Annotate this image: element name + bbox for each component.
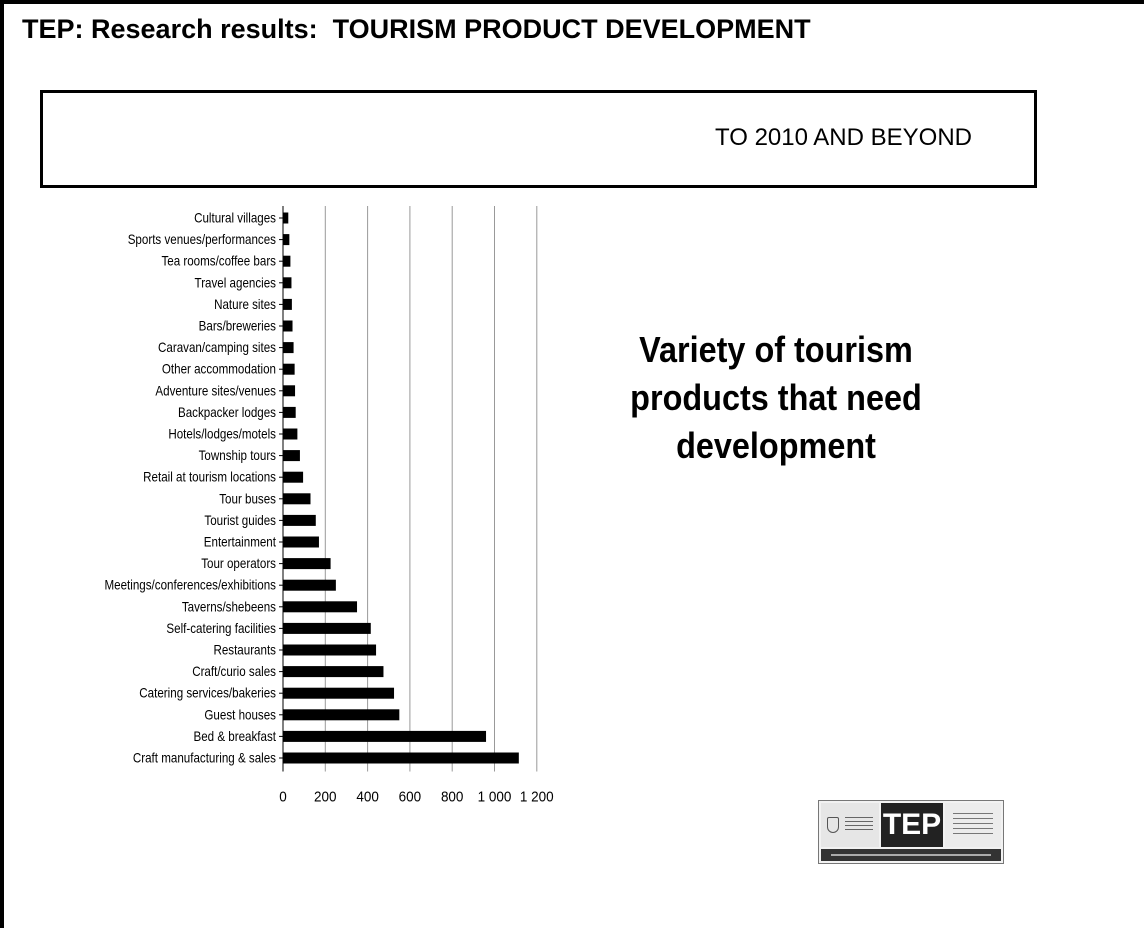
side-caption-line: development xyxy=(676,425,876,466)
category-label: Other accommodation xyxy=(162,362,276,377)
category-label: Adventure sites/venues xyxy=(155,384,276,399)
bar xyxy=(283,666,384,678)
bar xyxy=(283,687,395,699)
bar xyxy=(283,212,289,224)
category-label: Bars/breweries xyxy=(199,319,276,334)
category-label: Travel agencies xyxy=(195,276,276,291)
bar xyxy=(283,320,293,332)
bar xyxy=(283,644,377,656)
category-label: Caravan/camping sites xyxy=(158,340,276,355)
bar xyxy=(283,579,336,591)
side-caption: Variety of tourism products that need de… xyxy=(614,326,938,470)
bar xyxy=(283,428,298,440)
bar xyxy=(283,493,311,505)
partner-logo-icon xyxy=(945,803,1001,847)
bar xyxy=(283,471,304,483)
category-label: Nature sites xyxy=(214,297,276,312)
x-tick-label: 600 xyxy=(399,789,422,806)
category-label: Sports venues/performances xyxy=(128,232,276,247)
bar xyxy=(283,558,331,570)
x-tick-label: 800 xyxy=(441,789,464,806)
category-label: Entertainment xyxy=(204,535,277,550)
tep-logo: TEP xyxy=(818,800,1004,864)
bar xyxy=(283,342,294,354)
side-caption-line: Variety of tourism xyxy=(639,329,913,370)
bar xyxy=(283,622,371,634)
category-label: Retail at tourism locations xyxy=(143,470,276,485)
category-label: Meetings/conferences/exhibitions xyxy=(104,578,276,593)
category-label: Bed & breakfast xyxy=(193,729,276,744)
bar xyxy=(283,255,291,267)
bar xyxy=(283,406,296,418)
tep-logo-mark: TEP xyxy=(881,803,943,847)
bar xyxy=(283,363,295,375)
logo-caption-strip xyxy=(821,849,1001,861)
category-label: Craft manufacturing & sales xyxy=(133,751,276,766)
x-tick-label: 200 xyxy=(314,789,337,806)
x-tick-label: 0 xyxy=(279,789,287,806)
side-caption-line: products that need xyxy=(630,377,922,418)
bar xyxy=(283,752,519,764)
bar xyxy=(283,298,292,310)
bar xyxy=(283,234,290,246)
bar xyxy=(283,450,300,462)
bar xyxy=(283,385,296,397)
category-label: Tour operators xyxy=(201,556,276,571)
category-label: Hotels/lodges/motels xyxy=(168,427,276,442)
category-label: Catering services/bakeries xyxy=(139,686,276,701)
x-tick-label: 1 200 xyxy=(520,789,554,806)
category-label: Township tours xyxy=(199,448,276,463)
bar xyxy=(283,536,319,548)
bar xyxy=(283,514,316,526)
category-label: Cultural villages xyxy=(194,211,276,226)
bar xyxy=(283,601,358,613)
category-label: Tea rooms/coffee bars xyxy=(161,254,276,269)
bar xyxy=(283,709,400,721)
category-label: Restaurants xyxy=(213,643,276,658)
category-label: Tour buses xyxy=(219,492,276,507)
x-tick-label: 1 000 xyxy=(478,789,512,806)
bar xyxy=(283,730,487,742)
category-label: Backpacker lodges xyxy=(178,405,276,420)
x-tick-label: 400 xyxy=(356,789,379,806)
slide-title: TEP: Research results: TOURISM PRODUCT D… xyxy=(22,14,811,44)
category-label: Self-catering facilities xyxy=(166,621,276,636)
category-label: Craft/curio sales xyxy=(192,664,276,679)
category-label: Guest houses xyxy=(204,708,276,723)
banner-text: TO 2010 AND BEYOND xyxy=(715,124,972,151)
category-label: Taverns/shebeens xyxy=(182,600,276,615)
bar xyxy=(283,277,292,289)
government-crest-icon xyxy=(821,803,879,847)
category-label: Tourist guides xyxy=(204,513,276,528)
banner-box: TO 2010 AND BEYOND xyxy=(40,90,1037,188)
